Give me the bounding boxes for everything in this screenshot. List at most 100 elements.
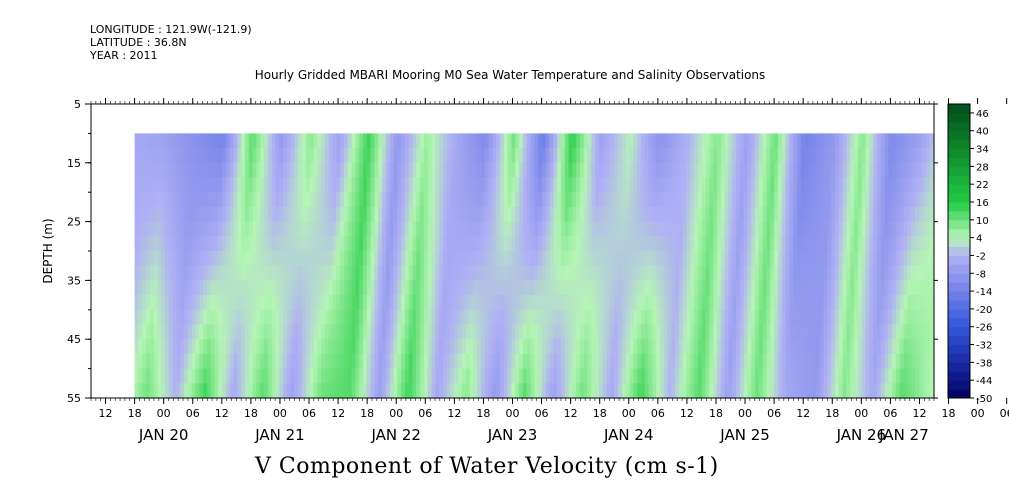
heatmap-cell (888, 339, 893, 355)
heatmap-cell (401, 353, 406, 370)
heatmap-cell (796, 368, 802, 384)
heatmap-cell (328, 265, 334, 281)
heatmap-cell (149, 368, 155, 384)
heatmap-cell (705, 148, 711, 164)
heatmap-cell (229, 221, 235, 237)
heatmap-cell (393, 324, 398, 340)
heatmap-cell (671, 265, 676, 281)
heatmap-cell (309, 309, 315, 326)
heatmap-cell (861, 148, 867, 164)
heatmap-cell (827, 295, 832, 311)
heatmap-cell (290, 177, 296, 193)
heatmap-cell (777, 133, 783, 149)
heatmap-cell (739, 353, 745, 370)
heatmap-cell (290, 280, 296, 296)
heatmap-cell (644, 324, 650, 340)
heatmap-cell (812, 280, 817, 296)
heatmap-cell (648, 309, 653, 326)
heatmap-cell (926, 353, 931, 370)
heatmap-cell (191, 133, 197, 149)
heatmap-cell (389, 162, 395, 179)
heatmap-cell (545, 251, 551, 267)
heatmap-cell (203, 324, 208, 340)
heatmap-cell (176, 177, 181, 193)
heatmap-cell (865, 133, 870, 149)
heatmap-cell (423, 280, 429, 296)
heatmap-cell (568, 148, 573, 164)
heatmap-cell (595, 353, 600, 370)
heatmap-cell (541, 192, 547, 208)
heatmap-cell (819, 133, 825, 149)
heatmap-cell (789, 295, 794, 311)
heatmap-cell (294, 192, 299, 208)
heatmap-cell (404, 353, 410, 370)
heatmap-cell (340, 280, 345, 296)
heatmap-cell (225, 221, 231, 237)
heatmap-cell (854, 206, 859, 223)
heatmap-cell (378, 295, 383, 311)
heatmap-cell (283, 353, 288, 370)
colorbar-swatch (948, 237, 970, 248)
heatmap-cell (697, 324, 703, 340)
heatmap-cell (146, 339, 151, 355)
heatmap-cell (732, 236, 737, 252)
heatmap-cell (614, 206, 619, 223)
heatmap-cell (260, 221, 265, 237)
heatmap-cell (777, 353, 783, 370)
heatmap-cell (739, 251, 745, 267)
heatmap-cell (713, 280, 718, 296)
heatmap-cell (442, 148, 448, 164)
heatmap-cell (519, 368, 524, 384)
heatmap-cell (347, 221, 353, 237)
heatmap-cell (363, 295, 368, 311)
heatmap-cell (717, 280, 722, 296)
heatmap-cell (142, 251, 147, 267)
heatmap-cell (854, 265, 859, 281)
heatmap-cell (313, 368, 318, 384)
heatmap-cell (717, 324, 722, 340)
heatmap-cell (469, 265, 474, 281)
heatmap-cell (743, 353, 749, 370)
heatmap-cell (678, 265, 684, 281)
heatmap-cell (842, 324, 848, 340)
heatmap-cell (796, 221, 802, 237)
heatmap-cell (827, 309, 832, 326)
heatmap-cell (591, 206, 596, 223)
heatmap-cell (321, 192, 326, 208)
heatmap-cell (640, 251, 646, 267)
heatmap-cell (838, 236, 844, 252)
heatmap-cell (625, 265, 631, 281)
heatmap-cell (248, 221, 254, 237)
heatmap-cell (324, 148, 330, 164)
heatmap-cell (728, 309, 733, 326)
heatmap-cell (690, 368, 695, 384)
heatmap-cell (343, 148, 349, 164)
heatmap-cell (378, 192, 383, 208)
heatmap-cell (880, 383, 886, 399)
heatmap-cell (930, 280, 935, 296)
heatmap-cell (187, 133, 193, 149)
heatmap-cell (648, 148, 653, 164)
heatmap-cell (713, 177, 718, 193)
heatmap-cell (302, 133, 307, 149)
heatmap-cell (153, 133, 159, 149)
heatmap-cell (812, 148, 817, 164)
heatmap-cell (477, 251, 482, 267)
heatmap-cell (206, 280, 212, 296)
heatmap-cell (355, 177, 360, 193)
heatmap-cell (385, 251, 391, 267)
heatmap-cell (709, 280, 714, 296)
heatmap-cell (793, 221, 798, 237)
heatmap-cell (298, 295, 303, 311)
date-label: JAN 22 (370, 426, 421, 444)
heatmap-cell (534, 148, 539, 164)
heatmap-cell (652, 221, 657, 237)
heatmap-cell (165, 368, 170, 384)
heatmap-cell (218, 368, 223, 384)
heatmap-cell (157, 295, 162, 311)
heatmap-cell (595, 339, 600, 355)
heatmap-cell (374, 368, 379, 384)
heatmap-cell (675, 148, 680, 164)
heatmap-cell (812, 353, 817, 370)
heatmap-cell (172, 192, 178, 208)
